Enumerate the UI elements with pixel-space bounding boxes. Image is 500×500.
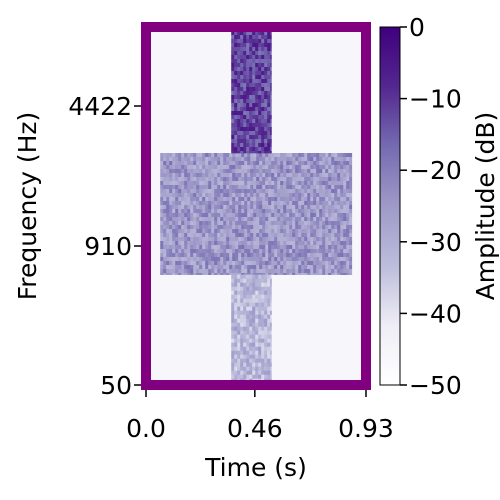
x-axis: 0.0 0.46 0.93 (126, 390, 394, 443)
colorbar-tick-label: −20 (409, 156, 462, 185)
colorbar-axis: 0 −10 −20 −30 −40 −50 (400, 13, 462, 400)
y-tick-label: 50 (100, 371, 132, 400)
spectrogram-heatmap (146, 27, 366, 386)
x-tick-label: 0.93 (338, 414, 394, 443)
heatmap-region-vertical-stem-low (231, 274, 272, 386)
colorbar-tick-label: −30 (409, 228, 462, 257)
x-axis-label: Time (s) (204, 453, 307, 482)
colorbar-label: Amplitude (dB) (471, 112, 500, 301)
heatmap-region-broadband-block (160, 153, 353, 275)
colorbar (379, 26, 401, 386)
colorbar-tick-label: −50 (409, 371, 462, 400)
colorbar-tick-label: −40 (409, 299, 462, 328)
colorbar-tick-label: −10 (409, 85, 462, 114)
x-tick-label: 0.46 (227, 414, 283, 443)
heatmap-region-vertical-stem-high (231, 27, 272, 154)
plot-frame (141, 22, 371, 390)
colorbar-tick-label: 0 (409, 13, 425, 42)
x-tick-label: 0.0 (126, 414, 166, 443)
y-tick-label: 910 (84, 232, 132, 261)
y-axis: 50 910 4422 (68, 92, 141, 400)
y-tick-label: 4422 (68, 92, 132, 121)
y-axis-label: Frequency (Hz) (13, 112, 42, 301)
